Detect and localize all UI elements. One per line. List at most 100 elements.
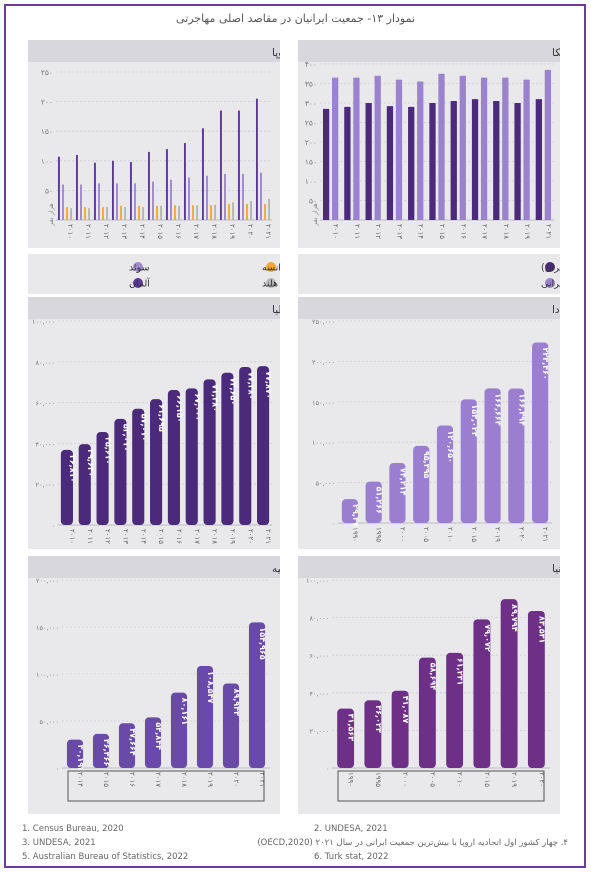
chart-turkey-panel-bg	[28, 556, 280, 814]
chart-canada-header	[298, 297, 560, 319]
x-tick-label: ۲۰۲۱	[544, 224, 552, 239]
data-label: ۱۶۶,۳۹۴	[517, 394, 526, 426]
bar-usa-5-s1	[438, 73, 445, 220]
data-label: ۱۵۴,۹۶۵	[258, 627, 267, 659]
data-label: ۳۶,۸۱۰	[68, 455, 77, 482]
chart-australia-svg: ۵استرالیا ۰ ۲۰,۰۰۰ ۴۰,۰۰۰ ۶۰,۰۰۰ ۸۰,۰۰۰ ۱۰۰,۰۰…	[28, 297, 280, 549]
y-tick-label: ۴۰,۰۰۰	[35, 440, 55, 448]
legend-usa-svg: جمعیت ایرانیان براساس محل تولد(ایران) جمع…	[298, 254, 560, 294]
data-label: ۴۵,۶۱۰	[104, 437, 113, 464]
x-tick-label: ۲۰۱۲	[104, 529, 112, 544]
y-axis-label: هزار نفر	[311, 203, 319, 227]
bar-usa-1-s1	[353, 77, 360, 221]
data-label: ۱۰۸,۵۴۷	[206, 671, 215, 703]
legend-eu: فرانسه هلند سوئد آلمان	[28, 254, 280, 294]
bar-canada-2	[389, 463, 406, 523]
x-tick-label: ۲۰۱۷	[192, 224, 200, 239]
bar-uk-7	[527, 610, 545, 768]
bar-eu-11-s3	[268, 198, 271, 220]
bar-eu-0-s1	[62, 184, 64, 220]
data-label: ۸۹,۹۴۳	[232, 688, 241, 716]
y-axis-label: هزار نفر	[47, 203, 55, 227]
bar-eu-7-s3	[196, 205, 199, 220]
bar-uk-3	[418, 657, 436, 768]
x-axis-bracket	[67, 770, 265, 802]
legend-usa-label: جمعیت ایرانیان براساس محل تولد(ایران)	[541, 263, 560, 274]
footnote-4: ۴. چهار کشور اول اتحادیه اروپا با بیش‌تر…	[257, 838, 568, 848]
x-tick-label: ۲۰۱۱	[86, 529, 94, 544]
x-tick-label: ۲۰۱۵	[156, 224, 164, 239]
x-tick-label: ۲۰۱۸	[502, 224, 510, 239]
data-label: ۷۷,۸۷۰	[264, 371, 273, 398]
bar-canada-1	[365, 481, 382, 523]
bar-usa-3-s1	[395, 79, 403, 220]
bar-eu-5-s0	[147, 151, 150, 220]
chart-usa-title: ۱آمریکا	[552, 46, 560, 59]
x-tick-label: ۲۰۱۵	[483, 772, 491, 787]
x-tick-label: ۲۰۱۶	[175, 529, 183, 544]
x-tick-label: ۲۰۱۴	[138, 224, 146, 239]
bar-eu-1-s2	[84, 206, 86, 220]
bar-usa-6-s1	[459, 75, 466, 220]
bar-australia-3	[114, 418, 127, 525]
x-tick-label: ۲۰۱۹	[523, 224, 531, 239]
y-tick-label: ۰	[313, 216, 317, 225]
x-tick-label: ۲۰۱۹	[228, 529, 236, 544]
chart-canada: ۲کانادا ۰ ۵۰,۰۰۰ ۱۰۰,۰۰۰ ۱۵۰,۰۰۰ ۲۰۰,۰۰۰ ۲۵۰,۰…	[298, 297, 560, 549]
chart-canada-title-text: کانادا	[552, 304, 560, 316]
bar-eu-7-s2	[192, 205, 194, 220]
legend-eu-swatch	[133, 262, 143, 272]
bar-eu-9-s1	[224, 173, 226, 220]
data-label: ۸۳,۵۳۱	[537, 616, 546, 643]
bar-turkey-3	[144, 717, 162, 768]
x-tick-label: ۲۰۱۰	[456, 772, 464, 787]
bar-eu-4-s3	[142, 206, 145, 220]
y-tick-label: ۴۰,۰۰۰	[309, 690, 329, 698]
bar-eu-4-s1	[134, 183, 136, 220]
data-label: ۵۷,۰۱۰	[139, 414, 148, 441]
y-tick-label: ۵۰,۰۰۰	[39, 718, 59, 726]
x-tick-label: ۲۰۱۱	[84, 224, 92, 239]
chart-turkey-title: ۶ترکیه	[272, 562, 280, 575]
x-tick-label: ۲۰۱۵	[102, 772, 110, 787]
x-tick-label: ۲۰۱۷	[481, 224, 489, 239]
bar-eu-6-s2	[174, 205, 176, 220]
data-label: ۱۲۰,۶۵۰	[446, 431, 455, 463]
bar-eu-8-s1	[206, 175, 208, 220]
x-tick-label: ۲۰۱۵	[470, 527, 478, 542]
chart-usa-header	[298, 40, 560, 62]
data-label: ۳۱,۵۶۳	[347, 714, 356, 742]
chart-uk-header	[298, 556, 560, 578]
chart-uk-title: ۲بریتانیا	[552, 562, 560, 575]
x-tick-label: ۲۰۱۴	[417, 224, 425, 239]
legend-eu-label: هلند	[262, 279, 278, 290]
bar-eu-11-s1	[260, 172, 262, 220]
data-label: ۸۰,۱۶۱	[180, 698, 189, 725]
outer-frame	[4, 4, 586, 868]
footnote-5: 5. Australian Bureau of Statistics, 2022	[22, 852, 189, 862]
y-tick-label: ۸۰,۰۰۰	[35, 359, 55, 367]
x-tick-label: ۲۰۰۰	[398, 527, 406, 542]
chart-australia: ۵استرالیا ۰ ۲۰,۰۰۰ ۴۰,۰۰۰ ۶۰,۰۰۰ ۸۰,۰۰۰ ۱۰۰,۰۰…	[28, 297, 280, 549]
bar-turkey-7	[248, 622, 266, 768]
x-tick-label: ۲۰۱۴	[76, 772, 84, 787]
x-tick-label: ۲۰۲۰	[246, 529, 254, 544]
x-tick-label: ۱۹۹۵	[375, 527, 383, 542]
bar-australia-7	[185, 388, 198, 525]
bar-uk-5	[473, 619, 491, 768]
x-tick-label: ۱۹۹۵	[374, 772, 382, 787]
y-tick-label: ۲۰۰,۰۰۰	[312, 358, 335, 366]
x-tick-label: ۲۰۱۵	[438, 224, 446, 239]
chart-eu-svg: ۴چهار کشور اول اتحادیه اروپا ۰ ۵۰ ۱۰۰ ۱۵۰ ۲۰۰…	[28, 40, 280, 248]
bar-canada-6	[484, 388, 501, 523]
bar-eu-5-s3	[160, 205, 163, 220]
chart-australia-title-text: استرالیا	[272, 304, 280, 316]
bar-australia-2	[96, 431, 109, 525]
x-tick-label: ۲۰۱۰	[68, 529, 76, 544]
bar-usa-0-s1	[332, 77, 339, 221]
chart-eu-title: ۴چهار کشور اول اتحادیه اروپا	[272, 46, 280, 59]
bar-uk-6	[500, 599, 518, 768]
bar-eu-0-s2	[66, 206, 68, 220]
x-tick-label: ۲۰۲۰	[246, 224, 254, 239]
chart-australia-header	[28, 297, 280, 319]
